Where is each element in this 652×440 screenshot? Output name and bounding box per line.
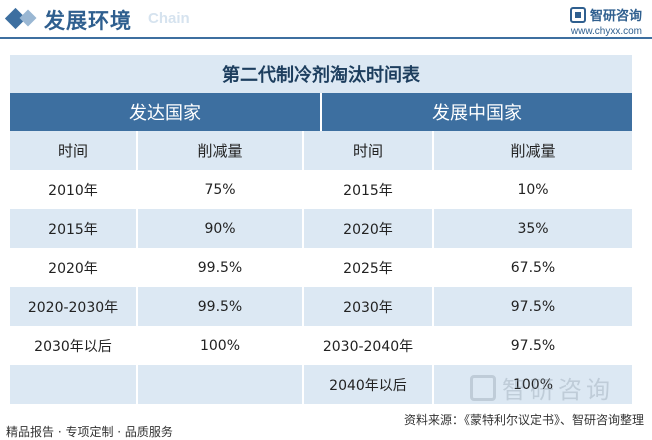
group-developed: 发达国家 xyxy=(10,93,322,131)
table-cell: 2040年以后 xyxy=(304,365,434,404)
brand-logo-icon xyxy=(569,6,586,23)
table-cell: 90% xyxy=(138,209,304,248)
table-cell: 2030年以后 xyxy=(10,326,138,365)
service-tagline: 精品报告 · 专项定制 · 品质服务 xyxy=(6,425,173,439)
table-cell: 10% xyxy=(517,181,549,198)
brand-url: www.chyxx.com xyxy=(570,26,642,37)
group-header-row: 发达国家 发展中国家 xyxy=(10,93,632,131)
table-cell: 2020年 xyxy=(304,209,434,248)
table-cell: 35% xyxy=(434,209,632,248)
table-cell: 75% xyxy=(138,170,304,209)
table-cell: 97.5% xyxy=(510,337,556,354)
group-developing: 发展中国家 xyxy=(322,93,632,131)
column-header: 削减量 xyxy=(138,131,304,170)
column-header: 时间 xyxy=(304,131,434,170)
column-header-row: 时间 削减量 时间 削减量 xyxy=(10,131,632,170)
table-cell: 2020年 xyxy=(10,248,138,287)
watermark-text: 智研咨询 xyxy=(502,376,614,404)
table-cell xyxy=(138,365,304,404)
table-cell: 100% xyxy=(434,365,632,404)
page-header: 发展环境 Chain 智研咨询 www.chyxx.com xyxy=(0,0,652,42)
table-cell: 97.5% xyxy=(434,287,632,326)
phaseout-table: 第二代制冷剂淘汰时间表 发达国家 发展中国家 时间 削减量 时间 削减量 201… xyxy=(10,55,632,404)
table-cell: 2015年 xyxy=(10,209,138,248)
table-cell: 2015年 xyxy=(304,170,434,209)
column-header: 削减量 xyxy=(434,131,632,170)
brand-name: 智研咨询 xyxy=(589,9,642,24)
section-subtitle: Chain xyxy=(148,10,190,27)
chyxx-logo-icon xyxy=(470,374,496,401)
table-row: 2020年 99.5% 2025年 67.5% xyxy=(10,248,632,287)
brand: 智研咨询 www.chyxx.com xyxy=(569,5,642,37)
table-cell: 2010年 xyxy=(10,170,138,209)
diamond-accent-icon xyxy=(19,9,37,27)
table-row: 2010年 75% 2015年 10% xyxy=(10,170,632,209)
table-cell: 2030-2040年 xyxy=(304,326,434,365)
table-cell: 2020-2030年 xyxy=(10,287,138,326)
table-cell: 99.5% xyxy=(138,287,304,326)
table-cell xyxy=(10,365,138,404)
table-row: 2020-2030年 99.5% 2030年 97.5% xyxy=(10,287,632,326)
table-cell: 67.5% xyxy=(510,259,556,276)
table-row: 2015年 90% 2020年 35% xyxy=(10,209,632,248)
column-header: 时间 xyxy=(10,131,138,170)
table-cell: 2025年 xyxy=(304,248,434,287)
header-divider xyxy=(0,37,652,39)
table-row: 2040年以后 100% xyxy=(10,365,632,404)
table-cell: 99.5% xyxy=(138,248,304,287)
watermark: 智研咨询 xyxy=(470,370,614,405)
source-note: 资料来源：《蒙特利尔议定书》、智研咨询整理 xyxy=(403,413,644,427)
section-title: 发展环境 xyxy=(44,9,132,33)
table-cell: 100% xyxy=(138,326,304,365)
table-caption: 第二代制冷剂淘汰时间表 xyxy=(10,55,632,93)
table-cell: 2030年 xyxy=(304,287,434,326)
table-row: 2030年以后 100% 2030-2040年 97.5% xyxy=(10,326,632,365)
